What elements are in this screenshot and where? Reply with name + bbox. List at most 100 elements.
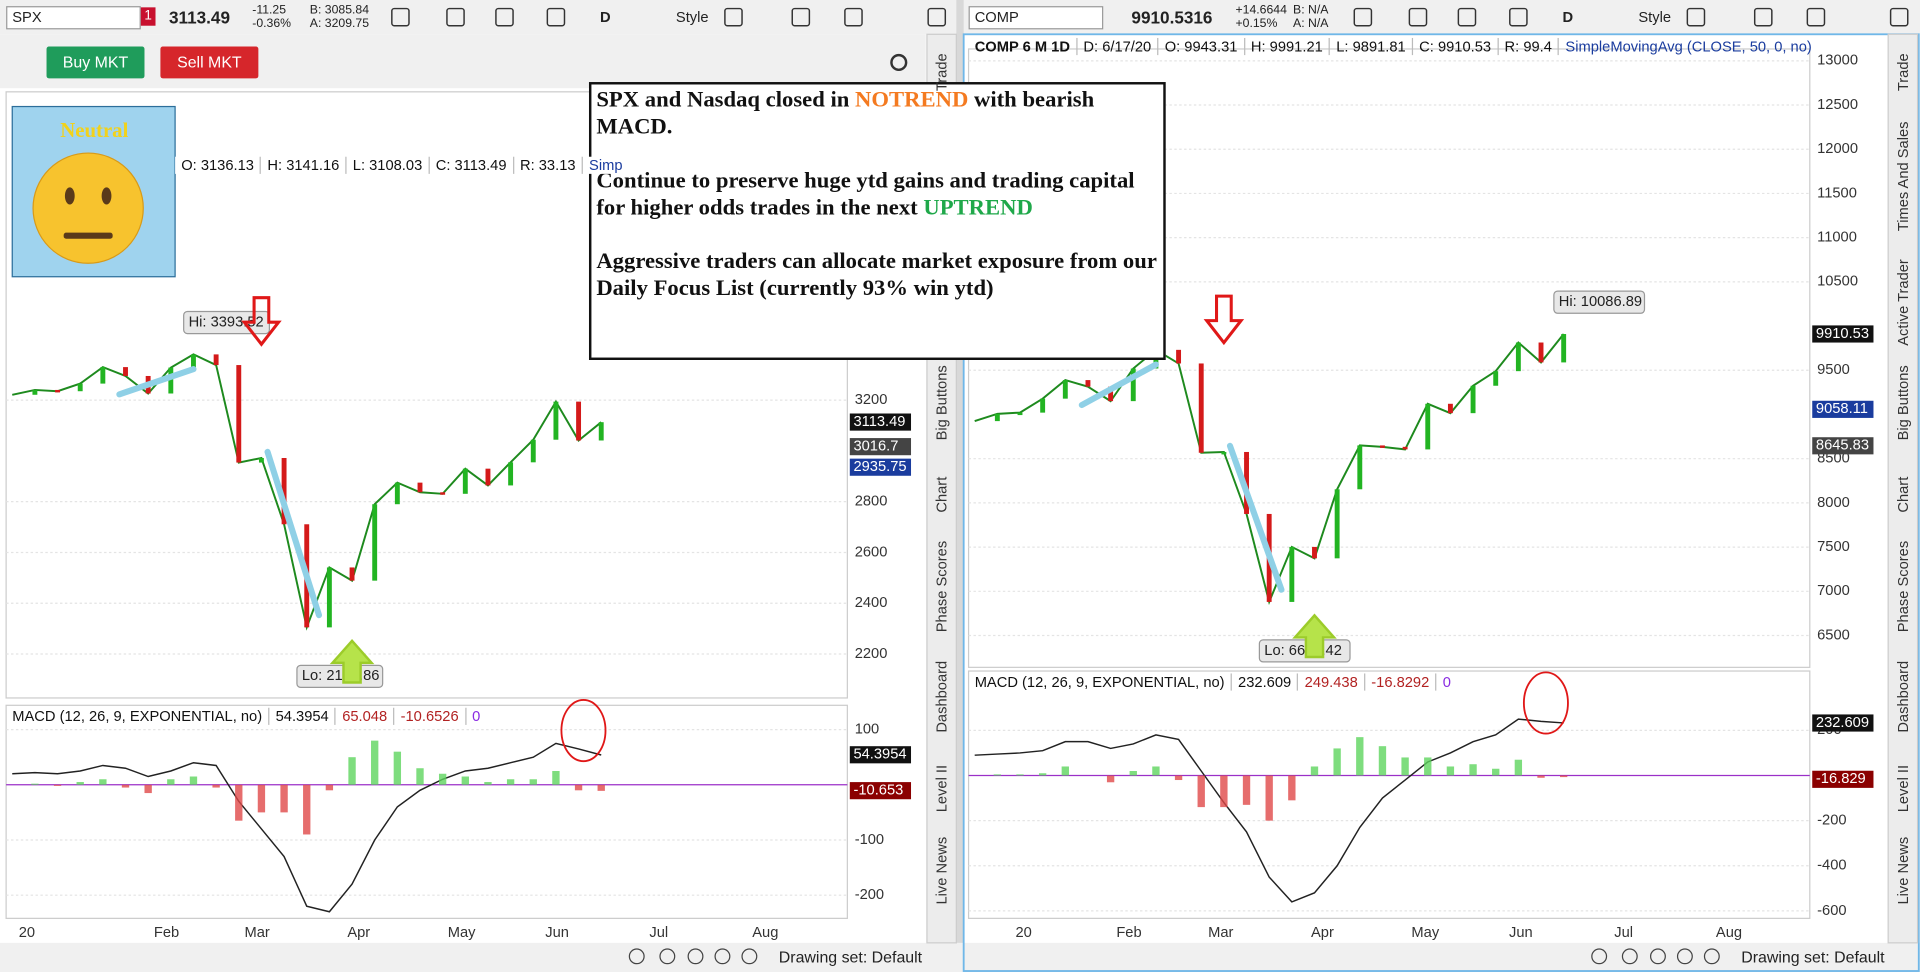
header-field: H: 9991.21	[1243, 37, 1329, 56]
price-pane	[5, 91, 848, 699]
side-tab[interactable]: Times And Sales	[1894, 121, 1912, 232]
macd-histogram	[1401, 757, 1409, 776]
side-tab[interactable]: Trade	[933, 53, 951, 92]
candle	[326, 567, 332, 628]
side-tab-strip	[1887, 33, 1919, 944]
note-text: SPX and Nasdaq closed in	[596, 88, 856, 113]
price-label: 3016.7	[853, 439, 898, 455]
symbol-box[interactable]: SPX	[6, 6, 141, 30]
candle	[440, 492, 446, 495]
header-field: O: 9943.31	[1157, 37, 1243, 56]
bid: B: N/A	[1293, 3, 1329, 18]
macd-histogram	[1378, 746, 1387, 776]
macd-histogram	[416, 768, 424, 785]
y-tick-label: 6500	[1817, 627, 1850, 643]
candle	[394, 482, 400, 505]
header-field: MACD (12, 26, 9, EXPONENTIAL, no)	[12, 707, 263, 725]
candle	[55, 389, 61, 393]
drawing-set[interactable]: Drawing set: Default	[1741, 947, 1885, 967]
candle	[123, 367, 128, 376]
drawing-set[interactable]: Drawing set: Default	[778, 947, 923, 967]
x-tick-label: 20	[19, 925, 35, 941]
macd-histogram	[1469, 764, 1477, 776]
y-tick-label: -100	[855, 832, 884, 848]
y-tick-label: 10500	[1817, 274, 1858, 290]
y-tick-label: 11000	[1817, 230, 1857, 246]
toolbar-icon	[1806, 7, 1826, 27]
macd-header: MACD (12, 26, 9, EXPONENTIAL, no) 54.3954…	[6, 707, 487, 725]
footer-icon	[628, 948, 645, 965]
note-highlight: UPTREND	[923, 195, 1033, 221]
period-button[interactable]: D	[600, 8, 611, 26]
candle	[168, 367, 174, 394]
y-tick-label: 12500	[1817, 97, 1858, 113]
macd-histogram	[371, 740, 379, 785]
candle	[1244, 451, 1249, 514]
x-tick-label: Jun	[545, 925, 569, 941]
x-tick-label: Aug	[1716, 925, 1742, 941]
x-tick-label: Apr	[347, 925, 370, 941]
candle	[1085, 380, 1091, 387]
header-field: -10.6526	[393, 707, 464, 725]
footer-icon	[714, 948, 731, 965]
candle	[1470, 385, 1476, 414]
macd-histogram	[167, 779, 175, 785]
toolbar-icon	[844, 7, 863, 27]
panel-divider	[956, 0, 964, 972]
macd-label-bg	[1812, 770, 1874, 788]
trend-annotation	[264, 448, 323, 619]
change-pct: -0.36%	[252, 17, 292, 31]
macd-histogram	[552, 770, 560, 785]
macd-line	[12, 742, 602, 913]
buy-button[interactable]: Buy MKT	[46, 46, 145, 79]
header-field: D: 6/17/20	[1076, 37, 1157, 56]
macd-histogram	[484, 782, 492, 785]
macd-label: -16.829	[1816, 771, 1866, 787]
macd-histogram	[1424, 757, 1432, 776]
x-tick-label: Mar	[244, 925, 269, 941]
symbol-box[interactable]: COMP	[968, 6, 1104, 30]
header-field: 0	[464, 707, 487, 725]
sell-button[interactable]: Sell MKT	[160, 46, 259, 79]
candle	[508, 462, 514, 486]
macd-histogram	[1514, 759, 1523, 776]
badge-label: Neutral	[60, 118, 128, 142]
lo-box	[1258, 639, 1351, 663]
macd-histogram	[325, 784, 334, 791]
macd-histogram	[1333, 748, 1341, 776]
candle	[32, 389, 38, 395]
hi-box	[1553, 290, 1646, 314]
footer-icon	[1703, 948, 1720, 965]
macd-histogram	[574, 784, 583, 791]
y-tick-label: 2200	[855, 646, 888, 662]
last-price: 3113.49	[168, 7, 231, 27]
macd-histogram	[1174, 775, 1183, 781]
footer-icon	[1650, 948, 1666, 965]
style-button[interactable]: Style	[675, 8, 709, 26]
bid: B: 3085.84	[309, 3, 370, 18]
down-arrow	[1203, 294, 1245, 346]
y-tick-label: 9500	[1817, 362, 1850, 378]
period-button[interactable]: D	[1562, 8, 1574, 26]
candle	[1538, 342, 1544, 363]
hi-label: Hi: 3393.52	[189, 314, 264, 330]
candle	[994, 413, 1000, 422]
side-tab[interactable]: Live News	[1894, 836, 1912, 905]
y-tick-label: 8000	[1817, 495, 1850, 511]
side-tab[interactable]: Live News	[933, 836, 951, 905]
toolbar-icon	[927, 7, 947, 27]
candle	[553, 401, 559, 440]
macd-label: 232.609	[1816, 715, 1869, 731]
style-button[interactable]: Style	[1638, 8, 1672, 26]
chart-header: O: 3136.13 H: 3141.16 L: 3108.03 C: 3113.49…	[175, 156, 629, 174]
candle	[77, 383, 83, 392]
candle	[1334, 489, 1340, 559]
candle	[1561, 334, 1567, 363]
macd-histogram	[257, 784, 266, 813]
candle	[236, 365, 242, 463]
candle	[213, 354, 219, 366]
macd-histogram	[1310, 766, 1319, 776]
y-tick-label: 2600	[855, 544, 888, 560]
change: +14.6644	[1235, 3, 1287, 18]
